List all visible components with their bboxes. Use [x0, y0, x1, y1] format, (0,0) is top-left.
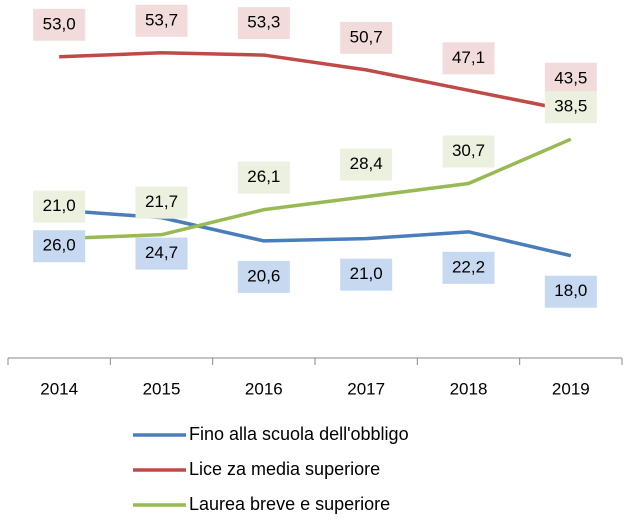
data-label: 30,7	[452, 141, 485, 160]
data-label-bg	[237, 161, 290, 194]
data-label-bg	[33, 8, 86, 41]
data-label-bg	[135, 186, 188, 219]
data-label: 38,5	[554, 97, 587, 116]
legend-label: Laurea breve e superiore	[189, 494, 390, 514]
data-label: 21,7	[145, 192, 178, 211]
data-label-bg	[544, 62, 597, 95]
data-label-bg	[544, 275, 597, 308]
data-label: 26,1	[247, 167, 280, 186]
data-label-bg	[237, 260, 290, 293]
data-label-bg	[33, 230, 86, 263]
x-tick-label: 2018	[450, 379, 488, 398]
data-label: 50,7	[350, 27, 383, 46]
legend-label: Fino alla scuola dell'obbligo	[189, 424, 409, 444]
data-label-bg	[442, 251, 495, 284]
data-label-bg	[442, 42, 495, 75]
data-label-bg	[237, 7, 290, 40]
data-label: 21,0	[350, 264, 383, 283]
x-tick-label: 2016	[245, 379, 283, 398]
data-label: 53,7	[145, 10, 178, 29]
data-label: 22,2	[452, 257, 485, 276]
data-label: 26,0	[43, 236, 76, 255]
data-label: 28,4	[350, 154, 383, 173]
data-label-bg	[340, 258, 393, 291]
data-label: 43,5	[554, 68, 587, 87]
data-label: 47,1	[452, 48, 485, 67]
data-label-bg	[544, 91, 597, 124]
x-tick-label: 2017	[347, 379, 385, 398]
series-line	[59, 51, 572, 113]
data-label-bg	[442, 135, 495, 168]
data-label-bg	[340, 148, 393, 181]
x-tick-label: 2015	[143, 379, 181, 398]
data-label: 20,6	[247, 266, 280, 285]
data-label: 21,0	[43, 196, 76, 215]
series-line	[59, 137, 572, 241]
data-label-bg	[340, 21, 393, 54]
x-tick-label: 2014	[40, 379, 78, 398]
data-label: 18,0	[554, 281, 587, 300]
data-label: 53,3	[247, 13, 280, 32]
data-label-bg	[135, 237, 188, 270]
x-tick-label: 2019	[552, 379, 590, 398]
legend-label: Lice za media superiore	[189, 459, 380, 479]
data-label-bg	[135, 4, 188, 37]
data-label-bg	[33, 190, 86, 223]
data-label: 24,7	[145, 243, 178, 262]
data-label: 53,0	[43, 14, 76, 33]
